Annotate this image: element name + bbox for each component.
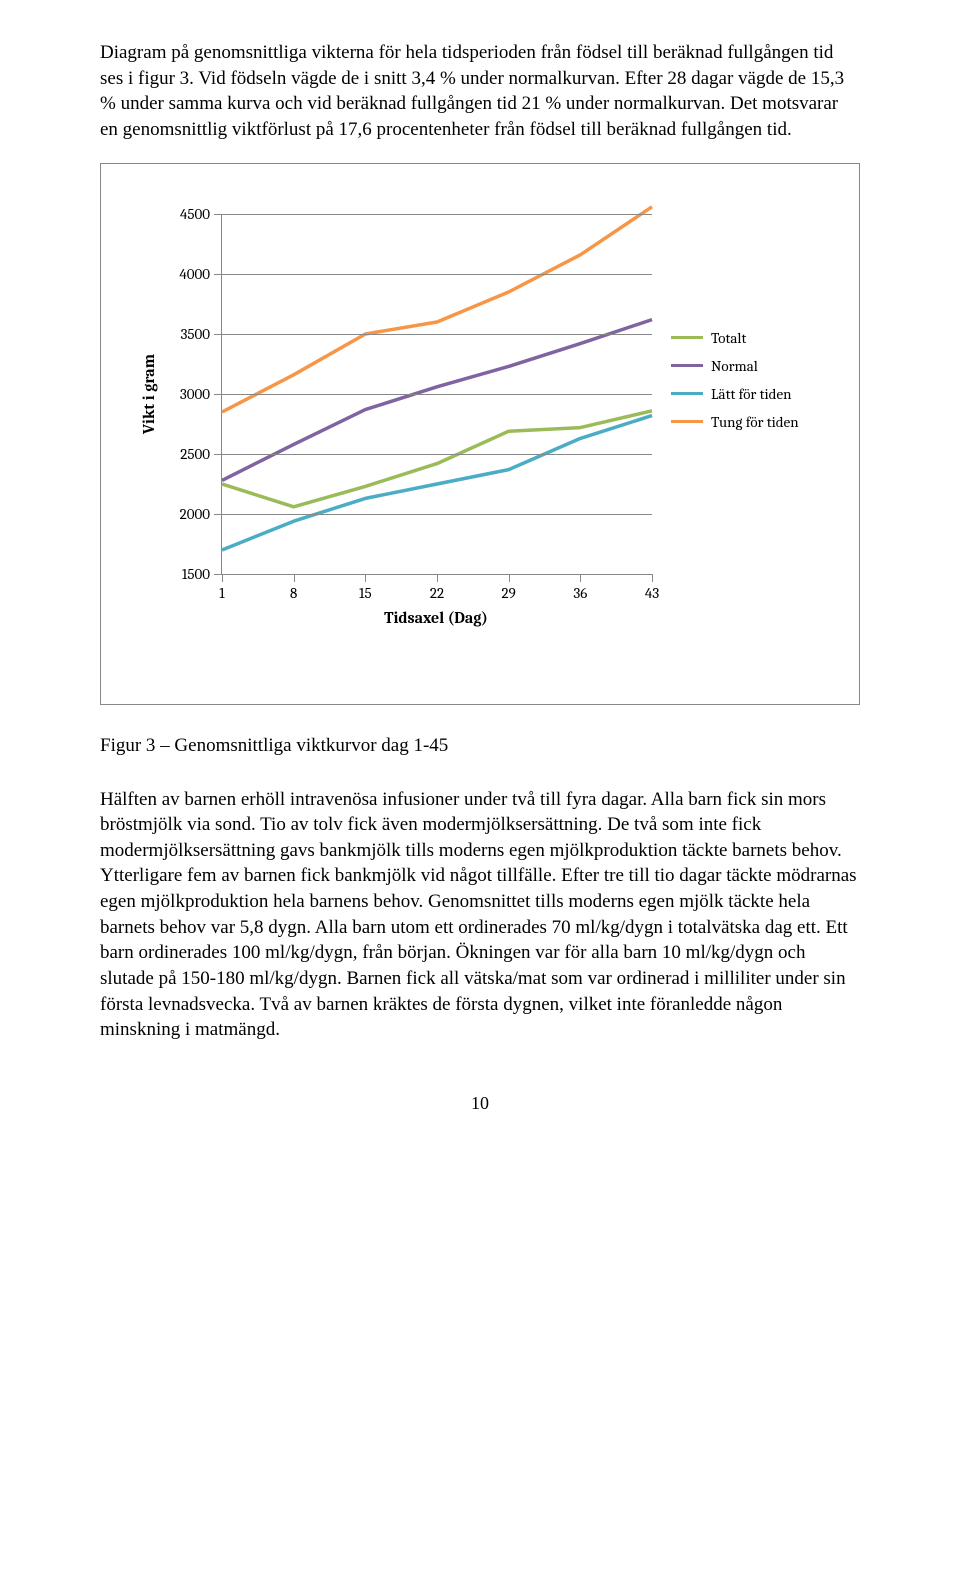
plot-area: 1500200025003000350040004500181522293643 <box>221 214 652 575</box>
y-tick-label: 3000 <box>180 385 210 403</box>
legend-item: Lätt för tiden <box>671 385 799 403</box>
series-line <box>222 415 652 549</box>
gridline <box>222 394 652 395</box>
legend-label: Tung för tiden <box>711 413 799 431</box>
legend-swatch <box>671 392 703 396</box>
chart-inner: Vikt i gram 1500200025003000350040004500… <box>131 214 829 624</box>
x-tick <box>580 574 581 582</box>
legend-label: Normal <box>711 357 758 375</box>
x-tick <box>437 574 438 582</box>
chart-container: Vikt i gram 1500200025003000350040004500… <box>100 163 860 705</box>
y-tick <box>214 574 222 575</box>
legend-label: Lätt för tiden <box>711 385 791 403</box>
x-tick-label: 1 <box>219 584 224 602</box>
y-tick-label: 2500 <box>180 445 210 463</box>
y-tick <box>214 454 222 455</box>
y-axis-title: Vikt i gram <box>140 354 158 434</box>
x-tick-label: 8 <box>290 584 297 602</box>
page-number: 10 <box>100 1093 860 1114</box>
body-paragraph: Hälften av barnen erhöll intravenösa inf… <box>100 787 860 1043</box>
gridline <box>222 274 652 275</box>
y-tick <box>214 514 222 515</box>
x-tick <box>222 574 223 582</box>
y-tick <box>214 334 222 335</box>
legend-swatch <box>671 336 703 340</box>
x-tick-label: 43 <box>645 584 659 602</box>
y-tick <box>214 394 222 395</box>
y-tick-label: 1500 <box>182 565 210 583</box>
legend-label: Totalt <box>711 329 746 347</box>
x-tick <box>294 574 295 582</box>
gridline <box>222 514 652 515</box>
intro-paragraph: Diagram på genomsnittliga vikterna för h… <box>100 40 860 143</box>
legend-swatch <box>671 420 703 424</box>
legend-item: Normal <box>671 357 799 375</box>
legend-item: Tung för tiden <box>671 413 799 431</box>
series-line <box>222 319 652 480</box>
legend: Totalt Normal Lätt för tiden Tung för tiden <box>671 329 799 441</box>
gridline <box>222 214 652 215</box>
x-tick-label: 22 <box>430 584 444 602</box>
x-tick <box>365 574 366 582</box>
legend-item: Totalt <box>671 329 799 347</box>
legend-swatch <box>671 364 703 368</box>
series-line <box>222 206 652 411</box>
figure-caption: Figur 3 – Genomsnittliga viktkurvor dag … <box>100 735 860 757</box>
gridline <box>222 334 652 335</box>
page: Diagram på genomsnittliga vikterna för h… <box>0 0 960 1154</box>
x-tick-label: 29 <box>502 584 516 602</box>
x-tick-label: 36 <box>573 584 587 602</box>
x-tick <box>652 574 653 582</box>
y-tick-label: 2000 <box>180 505 210 523</box>
x-tick <box>509 574 510 582</box>
y-tick <box>214 274 222 275</box>
gridline <box>222 454 652 455</box>
x-tick-label: 15 <box>359 584 372 602</box>
y-tick-label: 4500 <box>180 205 210 223</box>
x-axis-title: Tidsaxel (Dag) <box>221 609 651 627</box>
y-tick-label: 3500 <box>180 325 210 343</box>
y-tick <box>214 214 222 215</box>
y-tick-label: 4000 <box>179 265 210 283</box>
series-line <box>222 410 652 506</box>
